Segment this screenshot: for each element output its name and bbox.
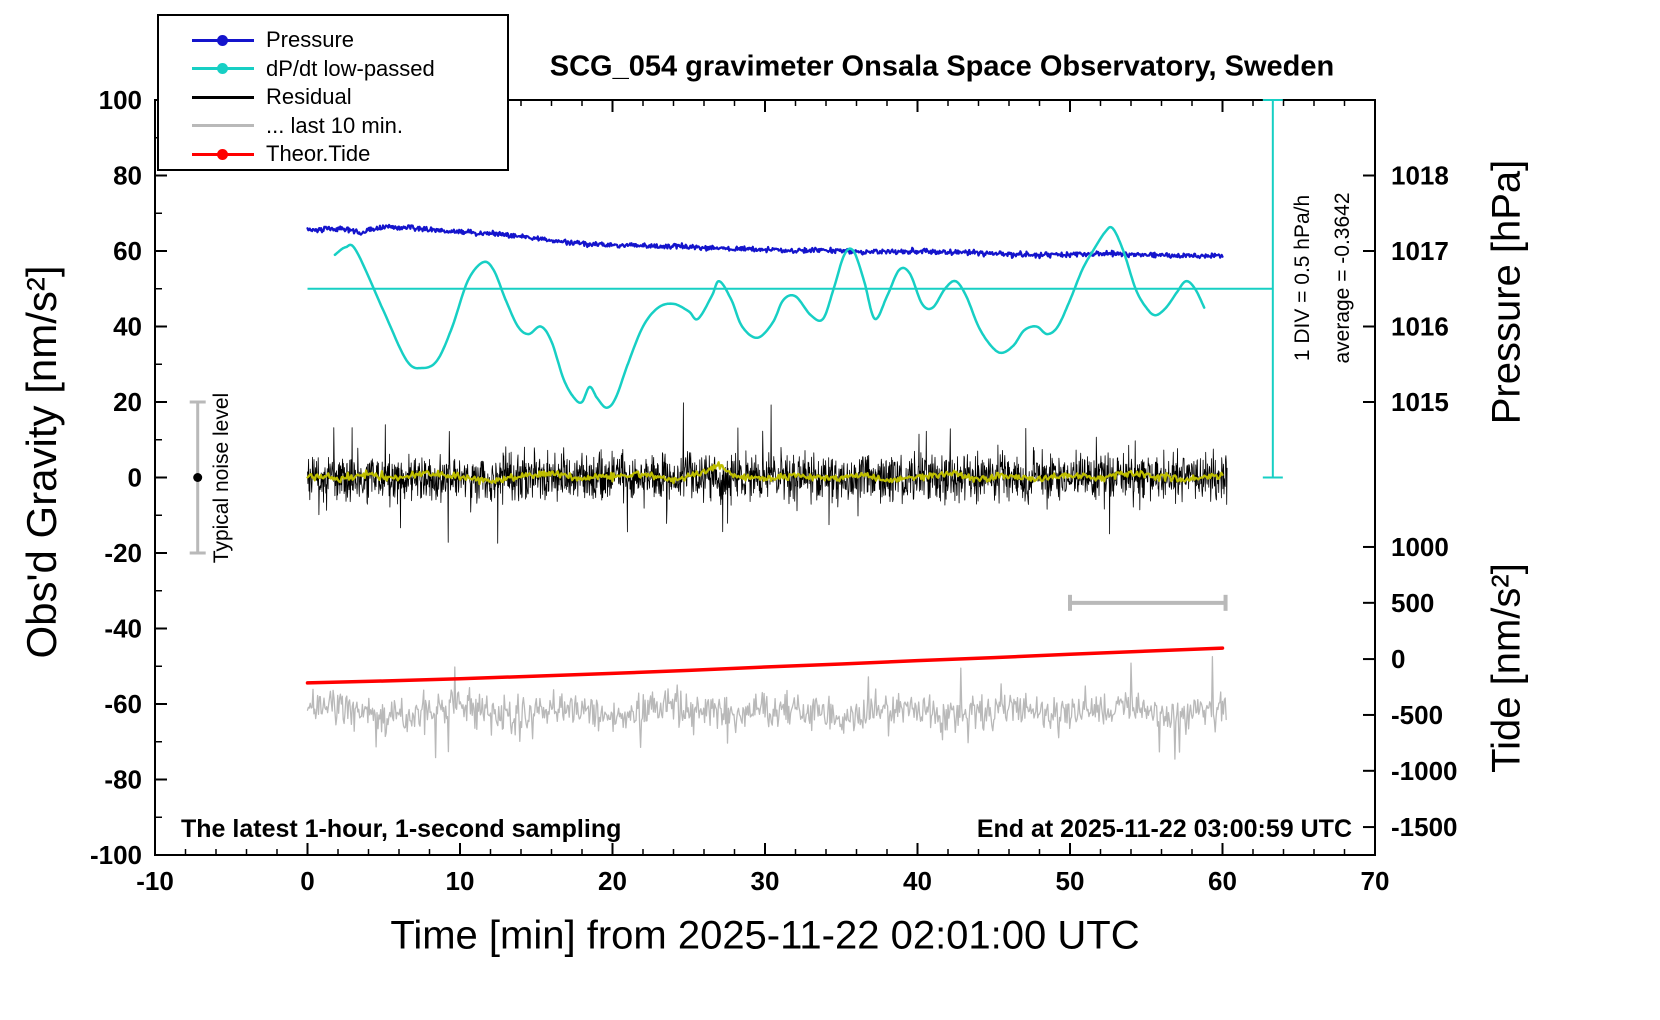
legend-label: Theor.Tide bbox=[266, 141, 371, 167]
series-residual-low-passed bbox=[306, 461, 1224, 486]
y-axis-label-gravity: Obs'd Gravity [nm/s²] bbox=[18, 265, 65, 659]
legend: Pressure dP/dt low-passed Residual... last… bbox=[157, 14, 509, 171]
legend-item: ... last 10 min. bbox=[159, 112, 507, 141]
pressure-tick-label: 1016 bbox=[1391, 312, 1449, 342]
y-axis-label-pressure: Pressure [hPa] bbox=[1484, 159, 1529, 425]
legend-item: dP/dt low-passed bbox=[159, 55, 507, 84]
series--last-10-min- bbox=[306, 656, 1227, 760]
x-tick-label: 50 bbox=[1056, 866, 1085, 896]
tide-tick-label: 0 bbox=[1391, 644, 1405, 674]
legend-item: Theor.Tide bbox=[159, 140, 507, 169]
pressure-tick-label: 1015 bbox=[1391, 387, 1449, 417]
y-tick-label: 60 bbox=[113, 236, 142, 266]
legend-dot-icon bbox=[217, 148, 228, 160]
tide-tick-label: -1000 bbox=[1391, 756, 1458, 786]
tide-tick-label: -500 bbox=[1391, 700, 1443, 730]
y-tick-label: -40 bbox=[104, 614, 142, 644]
y-axis-label-tide: Tide [nm/s²] bbox=[1484, 563, 1529, 773]
series-pressure bbox=[306, 223, 1224, 260]
x-tick-label: 0 bbox=[300, 866, 314, 896]
y-tick-label: 80 bbox=[113, 161, 142, 191]
average-annotation: average = -0.3642 bbox=[1331, 192, 1354, 364]
legend-line-sample-icon bbox=[192, 33, 254, 48]
series-dp-dt-low-passed bbox=[333, 225, 1206, 409]
x-tick-label: 40 bbox=[903, 866, 932, 896]
tide-tick-label: 1000 bbox=[1391, 532, 1449, 562]
y-tick-label: 100 bbox=[99, 85, 142, 115]
legend-label: Pressure bbox=[266, 27, 355, 53]
legend-dot-icon bbox=[217, 34, 228, 46]
noise-level-label: Typical noise level bbox=[210, 392, 233, 564]
y-tick-label: -60 bbox=[104, 689, 142, 719]
legend-line-sample-icon bbox=[192, 147, 254, 162]
tide-tick-label: 500 bbox=[1391, 588, 1434, 618]
y-tick-label: -20 bbox=[104, 538, 142, 568]
legend-item: Residual bbox=[159, 83, 507, 112]
chart-title: SCG_054 gravimeter Onsala Space Observat… bbox=[549, 50, 1335, 83]
sampling-annotation: The latest 1-hour, 1-second sampling bbox=[181, 815, 622, 843]
series-residual bbox=[307, 402, 1228, 544]
y-tick-label: -80 bbox=[104, 765, 142, 795]
y-tick-label: 20 bbox=[113, 387, 142, 417]
x-tick-label: 10 bbox=[446, 866, 475, 896]
div-scale-annotation: 1 DIV = 0.5 hPa/h bbox=[1291, 194, 1314, 362]
x-tick-label: 30 bbox=[751, 866, 780, 896]
x-tick-label: 60 bbox=[1208, 866, 1237, 896]
y-tick-label: 0 bbox=[128, 463, 142, 493]
pressure-tick-label: 1018 bbox=[1391, 161, 1449, 191]
legend-dot-icon bbox=[217, 63, 228, 75]
tide-tick-label: -1500 bbox=[1391, 812, 1458, 842]
y-tick-label: 40 bbox=[113, 312, 142, 342]
x-tick-label: 70 bbox=[1361, 866, 1390, 896]
legend-line-sample-icon bbox=[192, 90, 254, 105]
pressure-tick-label: 1017 bbox=[1391, 236, 1449, 266]
legend-label: ... last 10 min. bbox=[266, 112, 403, 138]
legend-line-sample-icon bbox=[192, 118, 254, 133]
legend-label: Residual bbox=[266, 84, 352, 110]
x-axis-label: Time [min] from 2025-11-22 02:01:00 UTC bbox=[390, 913, 1140, 958]
end-time-annotation: End at 2025-11-22 03:00:59 UTC bbox=[976, 815, 1352, 843]
legend-label: dP/dt low-passed bbox=[266, 55, 435, 81]
noise-level-dot bbox=[193, 473, 203, 482]
legend-item: Pressure bbox=[159, 26, 507, 55]
legend-line-sample-icon bbox=[192, 61, 254, 76]
x-tick-label: -10 bbox=[136, 866, 174, 896]
series-theor-tide bbox=[305, 646, 1225, 685]
y-tick-label: -100 bbox=[90, 840, 142, 870]
x-tick-label: 20 bbox=[598, 866, 627, 896]
